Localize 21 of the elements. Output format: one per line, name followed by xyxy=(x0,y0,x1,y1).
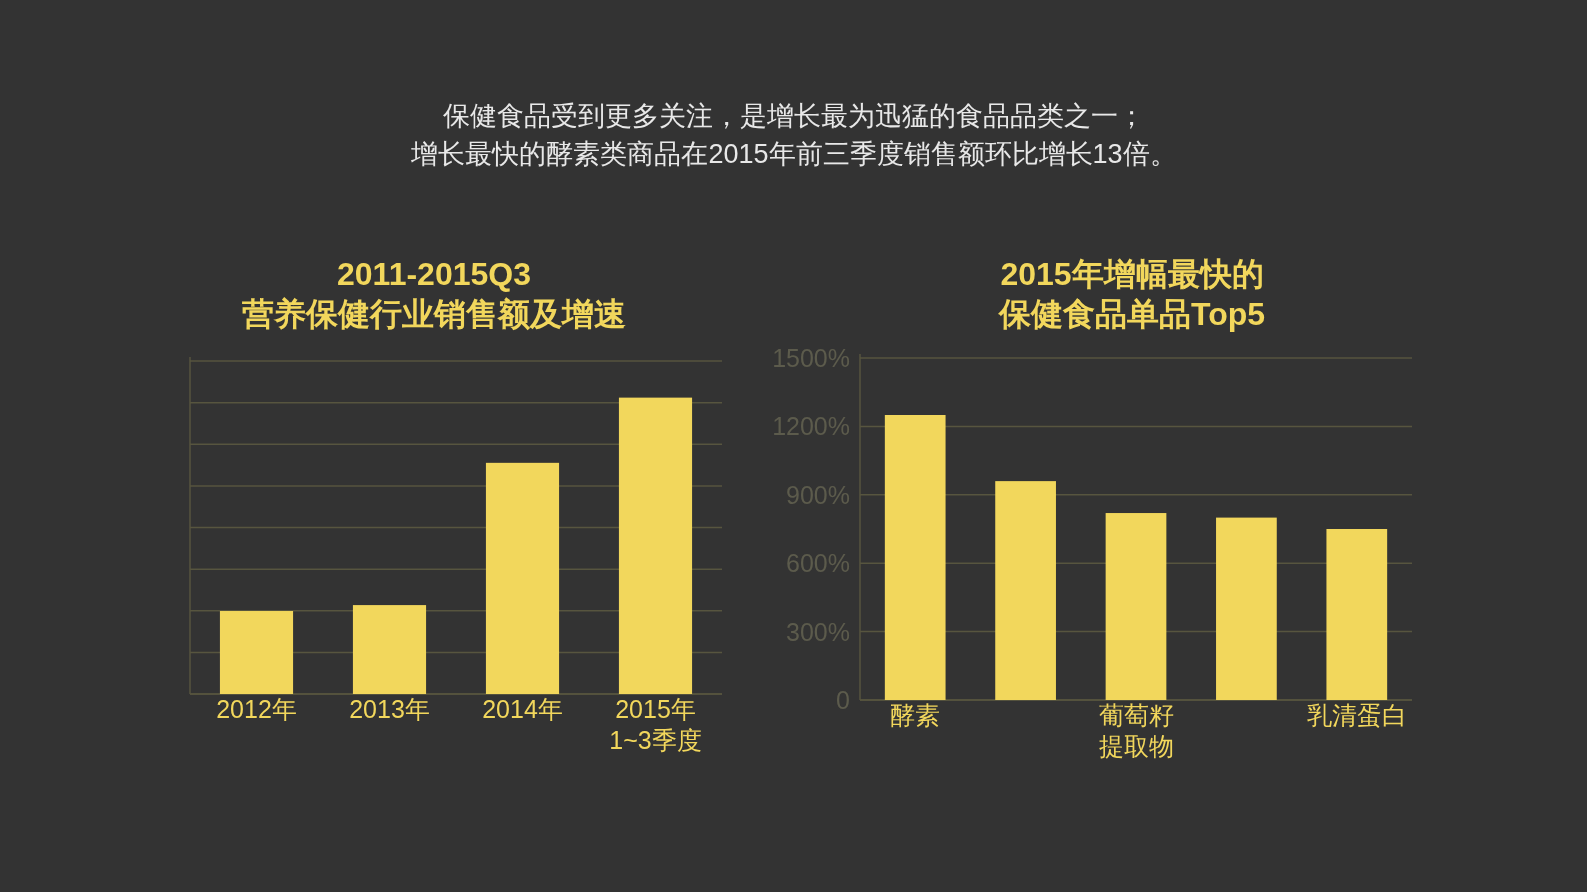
x-tick-label: 乳清蛋白 xyxy=(1306,701,1407,729)
chart-title: 2011-2015Q3 营养保健行业销售额及增速 xyxy=(242,256,626,332)
bar xyxy=(485,462,560,694)
bar xyxy=(1326,529,1388,700)
text: 增长最快的酵素类商品在2015年前三季度销售额环比增长13倍。 xyxy=(410,139,1177,169)
x-tick-label: 葡萄籽提取物 xyxy=(1098,701,1174,761)
text: 保健食品受到更多关注，是增长最为迅猛的食品品类之一； xyxy=(443,101,1145,131)
x-tick-label: 酵素 xyxy=(890,701,941,729)
bar xyxy=(1216,517,1277,700)
x-tick-label: 2014年 xyxy=(482,695,563,723)
bar xyxy=(995,481,1056,700)
chart-title: 2015年增幅最快的 xyxy=(1000,256,1264,292)
chart-subtitle: 保健食品单品Top5 xyxy=(997,296,1266,332)
bar xyxy=(219,611,294,694)
bar xyxy=(884,415,946,700)
bar xyxy=(352,605,427,694)
x-tick-label: 2013年 xyxy=(349,695,430,723)
x-tick-label: 2012年 xyxy=(216,695,297,723)
x-tick-label: 2015年 1~3季度 xyxy=(609,695,702,755)
bar xyxy=(618,397,693,694)
bar xyxy=(1105,513,1167,700)
